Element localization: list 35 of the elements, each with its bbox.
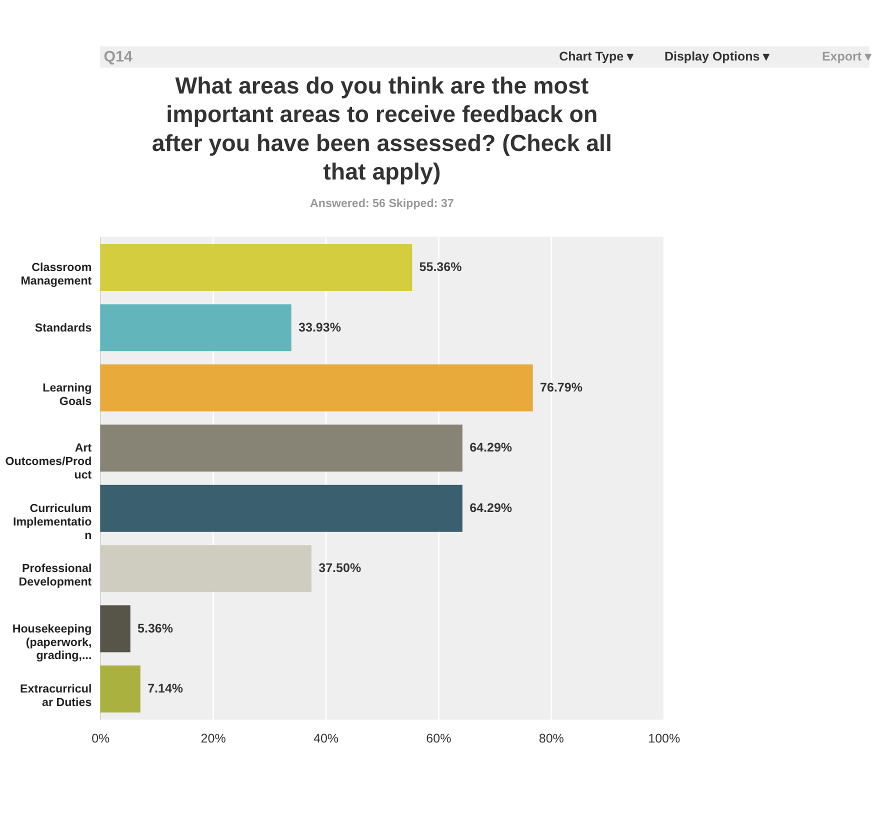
- text: Q14: [104, 48, 133, 66]
- y-tick-label: Professional Development: [18, 562, 92, 589]
- data-label: 55.36%: [419, 260, 462, 274]
- y-tick-label: Classroom Management: [20, 261, 92, 288]
- data-label: 76.79%: [540, 380, 582, 394]
- data-label: 64.29%: [470, 440, 512, 455]
- bar: [100, 304, 292, 352]
- bar: [100, 364, 533, 412]
- bar: [100, 244, 412, 291]
- bar: [100, 424, 462, 472]
- y-tick-label: Curriculum Implementation: [12, 502, 92, 542]
- data-label: 33.93%: [298, 320, 341, 334]
- x-tick-label: 80%: [538, 732, 564, 746]
- y-tick-label: Art Outcomes/Product: [5, 442, 92, 482]
- data-label: 64.29%: [470, 500, 512, 515]
- x-tick-label: 20%: [200, 732, 226, 746]
- bar: [100, 484, 462, 532]
- x-tick-label: 0%: [92, 732, 110, 746]
- data-label: 7.14%: [148, 682, 184, 696]
- x-tick-label: 40%: [313, 732, 339, 746]
- x-tick-label: 100%: [648, 732, 680, 746]
- data-label: 5.36%: [138, 621, 174, 636]
- data-label: 37.50%: [318, 561, 362, 576]
- text: Export ▾: [822, 50, 872, 64]
- chart-title: What areas do you think are the most important areas to receive feedback on after you have been assessed? (Check all that apply): [152, 72, 612, 184]
- y-tick-label: Housekeeping (paperwork, grading,...: [12, 622, 92, 662]
- text: Display Options ▾: [664, 50, 770, 64]
- text: Chart Type ▾: [559, 50, 634, 64]
- x-tick-label: 60%: [426, 732, 452, 746]
- bar: [100, 666, 140, 712]
- chart-subtitle: Answered: 56 Skipped: 37: [310, 197, 454, 210]
- y-tick-label: Learning Goals: [42, 381, 92, 408]
- y-tick-label: Extracurricular Duties: [20, 682, 92, 710]
- y-tick-label: Standards: [34, 321, 92, 334]
- bar: [100, 605, 130, 652]
